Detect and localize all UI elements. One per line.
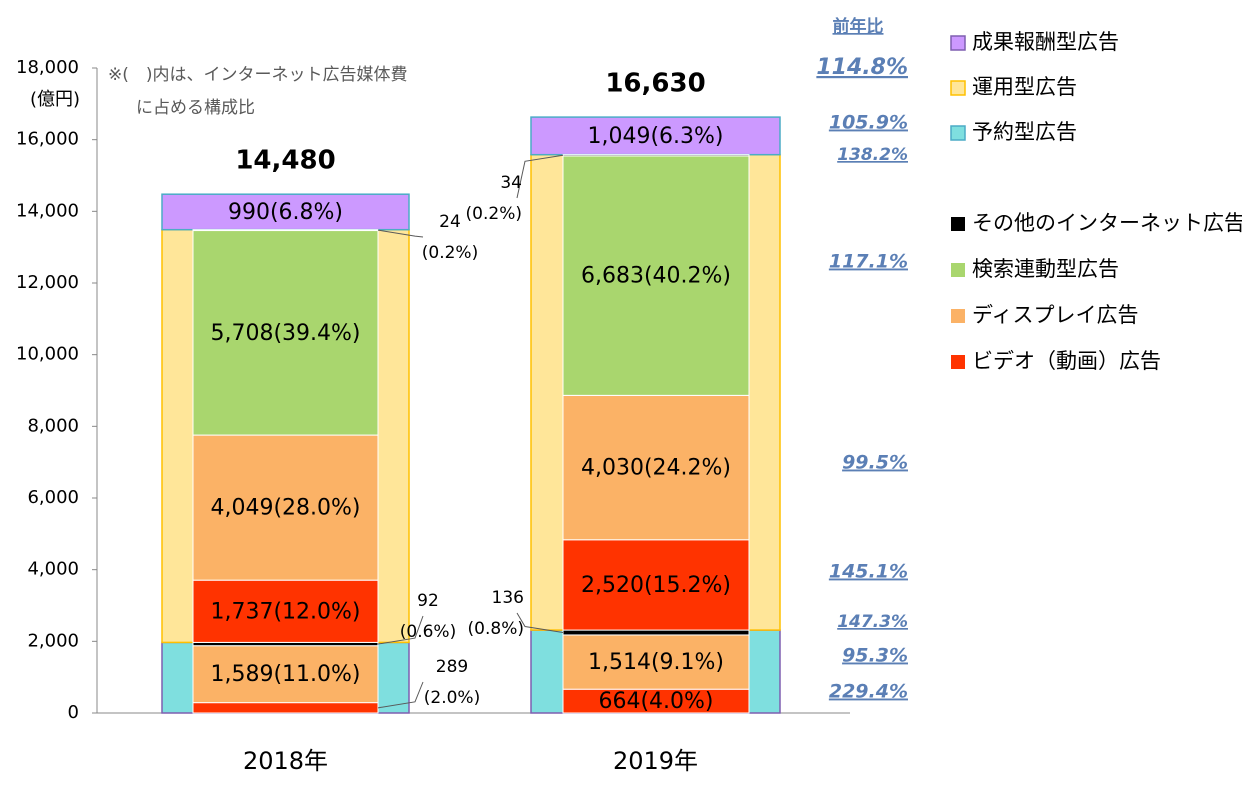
yoy-label: 147.3% — [837, 612, 908, 632]
inner-bar — [192, 645, 379, 704]
segment-label: (0.2%) — [466, 204, 522, 224]
y-tick-label: 0 — [68, 702, 79, 723]
segment-label: 289 — [436, 657, 468, 677]
inner-bar — [192, 579, 379, 643]
segment-label: 4,030(24.2%) — [581, 456, 731, 481]
inner-bar — [562, 154, 750, 157]
segment-label: (0.2%) — [422, 243, 478, 263]
legend-label: 成果報酬型広告 — [972, 30, 1119, 54]
x-tick-label: 2019年 — [613, 747, 698, 775]
segment-label: 2,520(15.2%) — [581, 573, 731, 598]
legend-label: ビデオ（動画）広告 — [972, 349, 1161, 373]
segment-label: 24 — [439, 212, 461, 232]
yoy-label: 114.8% — [816, 55, 908, 80]
segment-label: (0.6%) — [400, 622, 456, 642]
segment-label: 1,049(6.3%) — [587, 124, 723, 149]
leader-line — [377, 229, 424, 238]
y-tick-label: 6,000 — [27, 487, 79, 508]
segment-label: 6,683(40.2%) — [581, 264, 731, 289]
inner-bar — [192, 434, 379, 581]
y-tick-label: 10,000 — [16, 344, 79, 365]
yoy-label: 145.1% — [829, 561, 908, 583]
legend-swatch — [950, 80, 966, 96]
total-label: 14,480 — [235, 146, 335, 176]
y-tick-label: 2,000 — [27, 630, 79, 651]
segment-label: 5,708(39.4%) — [210, 321, 360, 346]
inner-bar — [562, 634, 750, 690]
inner-bar — [562, 629, 750, 636]
segment-label: 664(4.0%) — [598, 689, 713, 714]
yoy-label: 105.9% — [829, 112, 908, 134]
inner-bar — [562, 394, 750, 541]
y-tick-label: 14,000 — [16, 200, 79, 221]
segment-label: 990(6.8%) — [228, 200, 343, 225]
legend-swatch — [951, 217, 965, 231]
segment-label: 136 — [492, 588, 524, 608]
segment-label: 1,514(9.1%) — [588, 650, 724, 675]
legend-label: 検索連動型広告 — [972, 257, 1119, 281]
yoy-label: 138.2% — [837, 145, 908, 165]
leader-line — [516, 154, 564, 199]
note: ※( )内は、インターネット広告媒体費 — [108, 65, 408, 85]
y-tick-label: 4,000 — [27, 559, 79, 580]
segment-label: 1,737(12.0%) — [210, 599, 360, 624]
segment-label: 92 — [417, 591, 439, 611]
y-tick-label: 18,000 — [16, 57, 79, 78]
segment-label: 1,589(11.0%) — [210, 662, 360, 687]
legend-swatch — [951, 309, 965, 323]
segment-label: 34 — [500, 173, 522, 193]
yoy-title: 前年比 — [833, 16, 884, 37]
inner-bar — [192, 230, 379, 436]
leader-line — [516, 612, 564, 634]
legend-label: その他のインターネット広告 — [972, 211, 1242, 235]
y-tick-label: 12,000 — [16, 272, 79, 293]
y-unit: (億円) — [30, 89, 80, 110]
x-tick-label: 2018年 — [243, 747, 328, 775]
legend-swatch — [950, 125, 966, 141]
y-tick-label: 16,000 — [16, 129, 79, 150]
inner-bar — [192, 702, 379, 714]
note: に占める構成比 — [136, 98, 255, 118]
segment-label: (0.8%) — [468, 619, 524, 639]
leader-line — [377, 681, 424, 709]
yoy-label: 99.5% — [842, 452, 908, 474]
inner-bar — [562, 539, 750, 631]
inner-bar — [192, 229, 379, 232]
segment-label: (2.0%) — [424, 688, 480, 708]
legend-label: 予約型広告 — [972, 120, 1077, 144]
legend-label: ディスプレイ広告 — [972, 303, 1139, 327]
yoy-label: 95.3% — [842, 645, 908, 667]
leader-line — [377, 615, 424, 645]
yoy-label: 117.1% — [829, 251, 908, 273]
legend-label: 運用型広告 — [972, 75, 1077, 99]
y-tick-label: 8,000 — [27, 415, 79, 436]
yoy-label: 229.4% — [829, 681, 908, 703]
legend-swatch — [951, 355, 965, 369]
legend-swatch — [951, 263, 965, 277]
segment-label: 4,049(28.0%) — [210, 496, 360, 521]
legend-swatch — [950, 35, 966, 51]
total-label: 16,630 — [605, 69, 705, 99]
inner-bar — [562, 155, 750, 396]
